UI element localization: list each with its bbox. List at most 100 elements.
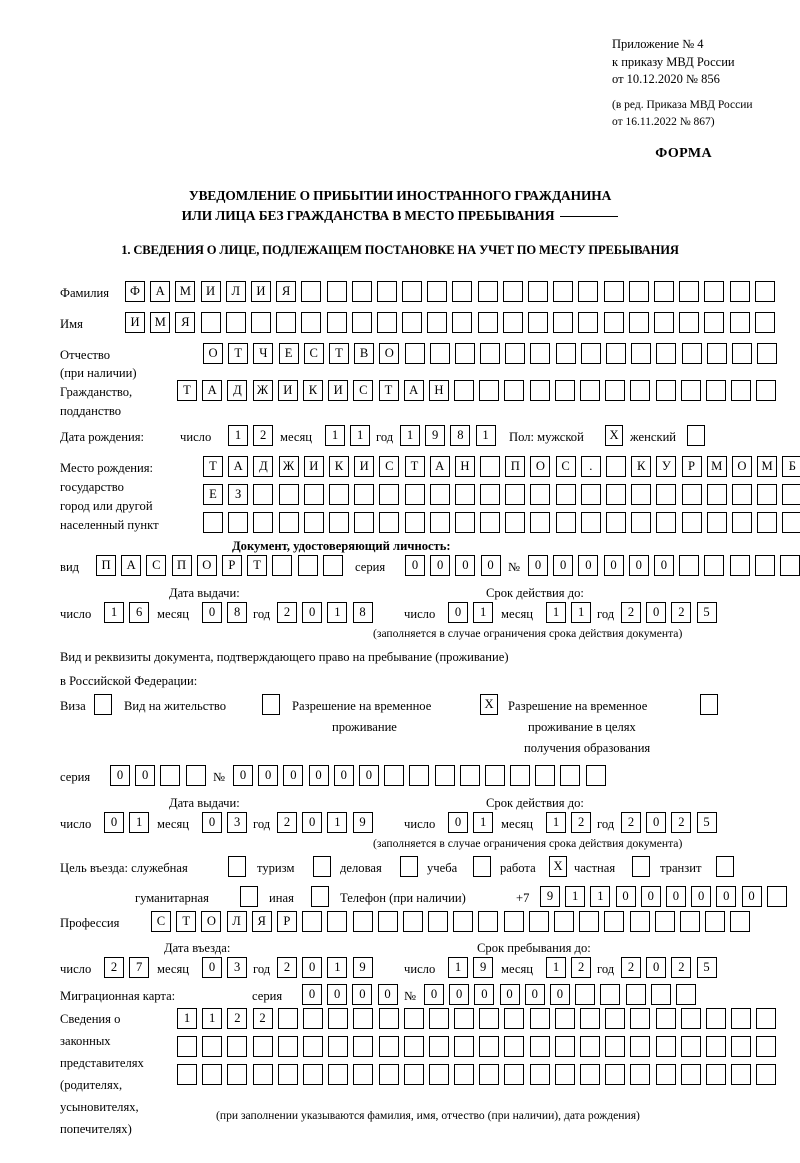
doc-issue-year-cell[interactable]: 8 — [352, 602, 373, 623]
permit-issue-month-cell[interactable]: 0 — [202, 812, 222, 833]
citizenship-cell[interactable] — [454, 380, 475, 401]
surname-cell[interactable] — [578, 281, 599, 302]
permit-valid-year-cell[interactable]: 5 — [696, 812, 717, 833]
birthplace-3-cell[interactable] — [278, 512, 299, 533]
purpose-other-checkbox[interactable] — [311, 886, 329, 907]
permit-issue-month-cell[interactable]: 3 — [227, 812, 248, 833]
doc-valid-day-cell[interactable]: 1 — [473, 602, 494, 623]
surname-cell[interactable] — [502, 281, 523, 302]
citizenship-cell[interactable]: Ж — [252, 380, 273, 401]
birthplace-2-cell[interactable] — [606, 484, 626, 505]
birthplace-1-cell[interactable]: И — [354, 456, 375, 477]
legal-rep-1-cell[interactable] — [731, 1008, 752, 1029]
birthplace-1-cell[interactable]: А — [228, 456, 249, 477]
legal-rep-2-cell[interactable] — [328, 1036, 349, 1057]
birthplace-3-cell[interactable] — [606, 512, 626, 533]
birthplace-3-cell[interactable] — [228, 512, 249, 533]
permit-number-cell[interactable] — [535, 765, 556, 786]
legal-rep-2-cell[interactable] — [756, 1036, 777, 1057]
legal-rep-2-cell[interactable] — [731, 1036, 752, 1057]
patronymic-cell[interactable]: О — [203, 343, 223, 364]
patronymic-cell[interactable]: В — [354, 343, 375, 364]
legal-rep-2-cell[interactable] — [353, 1036, 374, 1057]
legal-rep-3-cell[interactable] — [328, 1064, 349, 1085]
doc-number-cell[interactable]: 0 — [553, 555, 574, 576]
profession-cell[interactable] — [730, 911, 751, 932]
profession-cell[interactable] — [654, 911, 675, 932]
surname-cell[interactable]: Я — [276, 281, 297, 302]
phone-cell[interactable]: 0 — [741, 886, 762, 907]
surname-cell[interactable] — [754, 281, 775, 302]
legal-rep-1-cell[interactable] — [756, 1008, 777, 1029]
birthplace-2-cell[interactable]: З — [228, 484, 249, 505]
birthplace-3-cell[interactable] — [379, 512, 400, 533]
birthplace-1-cell[interactable]: П — [505, 456, 526, 477]
legal-rep-1-cell[interactable] — [529, 1008, 550, 1029]
birthplace-1-cell[interactable]: Р — [681, 456, 702, 477]
profession-cell[interactable] — [705, 911, 726, 932]
doc-kind-cell[interactable]: Т — [247, 555, 268, 576]
migration-number-cell[interactable] — [650, 984, 671, 1005]
permit-number-cell[interactable] — [384, 765, 405, 786]
legal-rep-3-cell[interactable] — [353, 1064, 374, 1085]
citizenship-cell[interactable]: К — [302, 380, 323, 401]
legal-rep-2-cell[interactable] — [504, 1036, 525, 1057]
phone-cell[interactable]: 0 — [615, 886, 636, 907]
surname-cell[interactable] — [376, 281, 397, 302]
surname-cell[interactable] — [427, 281, 448, 302]
doc-valid-year-cell[interactable]: 2 — [671, 602, 692, 623]
doc-series-cell[interactable]: 0 — [405, 555, 425, 576]
phone-cell[interactable]: 9 — [540, 886, 560, 907]
legal-rep-1-cell[interactable] — [504, 1008, 525, 1029]
birth-month-cell[interactable]: 1 — [350, 425, 371, 446]
permit-series-cell[interactable]: 0 — [110, 765, 130, 786]
firstname-cell[interactable] — [477, 312, 498, 333]
surname-cell[interactable] — [326, 281, 347, 302]
legal-rep-2-cell[interactable] — [378, 1036, 399, 1057]
patronymic-cell[interactable] — [480, 343, 501, 364]
doc-kind-cell[interactable]: О — [196, 555, 217, 576]
entry-month-cell[interactable]: 0 — [202, 957, 222, 978]
legal-rep-1-cell[interactable] — [353, 1008, 374, 1029]
profession-cell[interactable] — [528, 911, 549, 932]
purpose-study-checkbox[interactable] — [473, 856, 491, 877]
permit-valid-day-cell[interactable]: 1 — [473, 812, 494, 833]
birthplace-3-cell[interactable] — [530, 512, 551, 533]
migration-series-cell[interactable]: 0 — [377, 984, 398, 1005]
doc-valid-year-cell[interactable]: 0 — [646, 602, 667, 623]
doc-kind-cell[interactable] — [322, 555, 343, 576]
patronymic-cell[interactable] — [681, 343, 702, 364]
firstname-cell[interactable] — [452, 312, 473, 333]
birthplace-2-cell[interactable] — [706, 484, 727, 505]
doc-kind-cell[interactable] — [297, 555, 318, 576]
surname-cell[interactable] — [603, 281, 624, 302]
patronymic-cell[interactable]: Ч — [253, 343, 274, 364]
patronymic-cell[interactable] — [757, 343, 778, 364]
birthplace-row-3[interactable] — [203, 512, 800, 533]
birth-year-cell[interactable]: 9 — [425, 425, 446, 446]
birthplace-2-cell[interactable] — [555, 484, 576, 505]
birthplace-2-cell[interactable] — [429, 484, 450, 505]
patronymic-cell[interactable]: Т — [328, 343, 349, 364]
legal-rep-2-cell[interactable] — [202, 1036, 223, 1057]
citizenship-cell[interactable]: А — [202, 380, 223, 401]
stay-month-cell[interactable]: 2 — [571, 957, 592, 978]
surname-cell[interactable] — [679, 281, 700, 302]
profession-cell[interactable] — [377, 911, 398, 932]
patronymic-cell[interactable] — [454, 343, 475, 364]
birthplace-1-cell[interactable]: С — [379, 456, 400, 477]
doc-series-cell[interactable]: 0 — [480, 555, 501, 576]
legal-rep-3-cell[interactable] — [756, 1064, 777, 1085]
citizenship-cell[interactable] — [529, 380, 550, 401]
purpose-work-checkbox[interactable]: X — [549, 856, 567, 877]
birthplace-1-cell[interactable] — [606, 456, 626, 477]
doc-issue-month-cell[interactable]: 0 — [202, 602, 222, 623]
